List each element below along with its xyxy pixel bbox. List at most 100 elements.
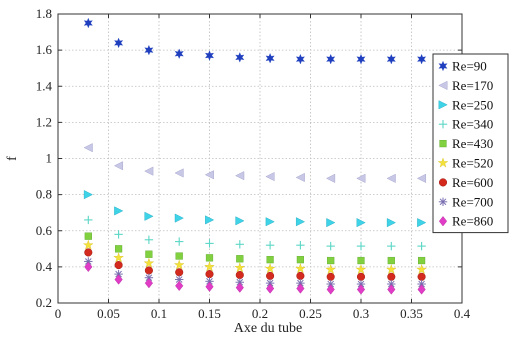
data-point <box>326 241 335 251</box>
data-point <box>266 256 274 264</box>
data-point <box>387 284 396 295</box>
y-tick-label: 0.6 <box>36 223 53 238</box>
data-point <box>355 263 367 275</box>
data-point <box>144 235 154 244</box>
data-point <box>144 273 154 282</box>
legend-marker <box>438 60 448 72</box>
data-point <box>326 284 335 295</box>
x-tick-label: 0.2 <box>252 306 268 321</box>
data-point <box>385 263 397 275</box>
data-point <box>144 44 154 56</box>
legend-item: Re=250 <box>438 97 493 112</box>
x-tick-label: 0.25 <box>299 306 322 321</box>
data-point <box>356 53 366 65</box>
series-7 <box>84 257 426 289</box>
data-point <box>113 252 124 263</box>
x-tick-label: 0.1 <box>151 306 167 321</box>
data-point <box>114 206 124 216</box>
data-point <box>386 173 396 183</box>
data-point <box>174 48 184 59</box>
data-point <box>113 161 124 171</box>
data-point <box>265 217 275 227</box>
data-point <box>357 256 365 265</box>
data-point <box>205 270 214 279</box>
x-tick-label: 0 <box>55 306 62 321</box>
data-point <box>144 266 153 275</box>
y-tick-label: 0.4 <box>36 259 53 274</box>
legend-marker <box>438 216 448 227</box>
legend-label: Re=90 <box>452 59 487 74</box>
data-point <box>144 211 154 221</box>
data-point <box>325 263 337 275</box>
data-point <box>296 271 305 280</box>
data-point <box>204 170 214 180</box>
data-point <box>327 256 335 265</box>
data-point <box>417 53 427 65</box>
data-point <box>266 271 275 280</box>
data-point <box>356 272 366 281</box>
data-point <box>418 256 426 265</box>
data-point <box>266 283 275 294</box>
series-8 <box>84 261 426 295</box>
data-point <box>326 53 336 65</box>
x-axis-title: Axe du tube <box>234 321 302 336</box>
y-tick-label: 1.4 <box>36 78 53 93</box>
data-point <box>296 217 306 227</box>
data-point <box>174 168 184 178</box>
legend-item: Re=860 <box>438 214 493 229</box>
x-tick-label: 0.15 <box>198 306 221 321</box>
data-point <box>235 270 244 280</box>
data-point <box>295 263 306 274</box>
data-point <box>265 172 275 182</box>
data-point <box>326 218 336 228</box>
data-point <box>175 275 184 284</box>
x-tick-label: 0.35 <box>400 306 423 321</box>
data-point <box>356 173 366 183</box>
series-1 <box>83 143 426 183</box>
legend-label: Re=170 <box>452 78 493 93</box>
legend-label: Re=430 <box>452 136 493 151</box>
data-point <box>84 261 93 272</box>
data-point <box>82 239 94 250</box>
series-3 <box>84 215 426 251</box>
data-point <box>234 262 246 273</box>
legend-marker <box>439 139 447 148</box>
data-point <box>326 173 336 183</box>
data-point <box>356 218 366 228</box>
legend-label: Re=340 <box>452 117 493 132</box>
data-marks <box>82 17 427 295</box>
legend-marker <box>438 197 448 206</box>
series-5 <box>82 239 427 275</box>
legend-marker <box>437 157 449 168</box>
data-point <box>417 284 426 295</box>
data-point <box>83 17 93 29</box>
x-tick-label: 0.05 <box>97 306 120 321</box>
legend-item: Re=430 <box>439 136 493 151</box>
data-point <box>235 171 245 181</box>
data-point <box>235 240 244 249</box>
data-point <box>114 37 124 49</box>
legend-label: Re=520 <box>452 156 493 171</box>
data-point <box>84 232 92 240</box>
legend-item: Re=340 <box>438 117 493 132</box>
data-point <box>144 278 153 289</box>
data-point <box>173 259 185 270</box>
legend-marker <box>438 178 448 187</box>
x-tick-label: 0.4 <box>454 306 471 321</box>
data-point <box>235 278 244 287</box>
data-point <box>144 166 154 176</box>
data-point <box>114 274 123 285</box>
data-point <box>84 248 93 257</box>
data-point <box>416 173 426 183</box>
axes: 0 0.05 0.1 0.15 0.2 0.25 0.3 0.35 0.4 0.2 0.4 0.6 0.… <box>36 6 471 321</box>
series-2 <box>83 190 427 228</box>
data-point <box>295 172 305 182</box>
y-tick-label: 0.2 <box>36 295 52 310</box>
data-point <box>205 254 214 262</box>
data-point <box>265 241 275 250</box>
x-tick-label: 0.3 <box>353 306 369 321</box>
legend-marker <box>438 80 448 90</box>
legend-item: Re=700 <box>438 194 493 209</box>
